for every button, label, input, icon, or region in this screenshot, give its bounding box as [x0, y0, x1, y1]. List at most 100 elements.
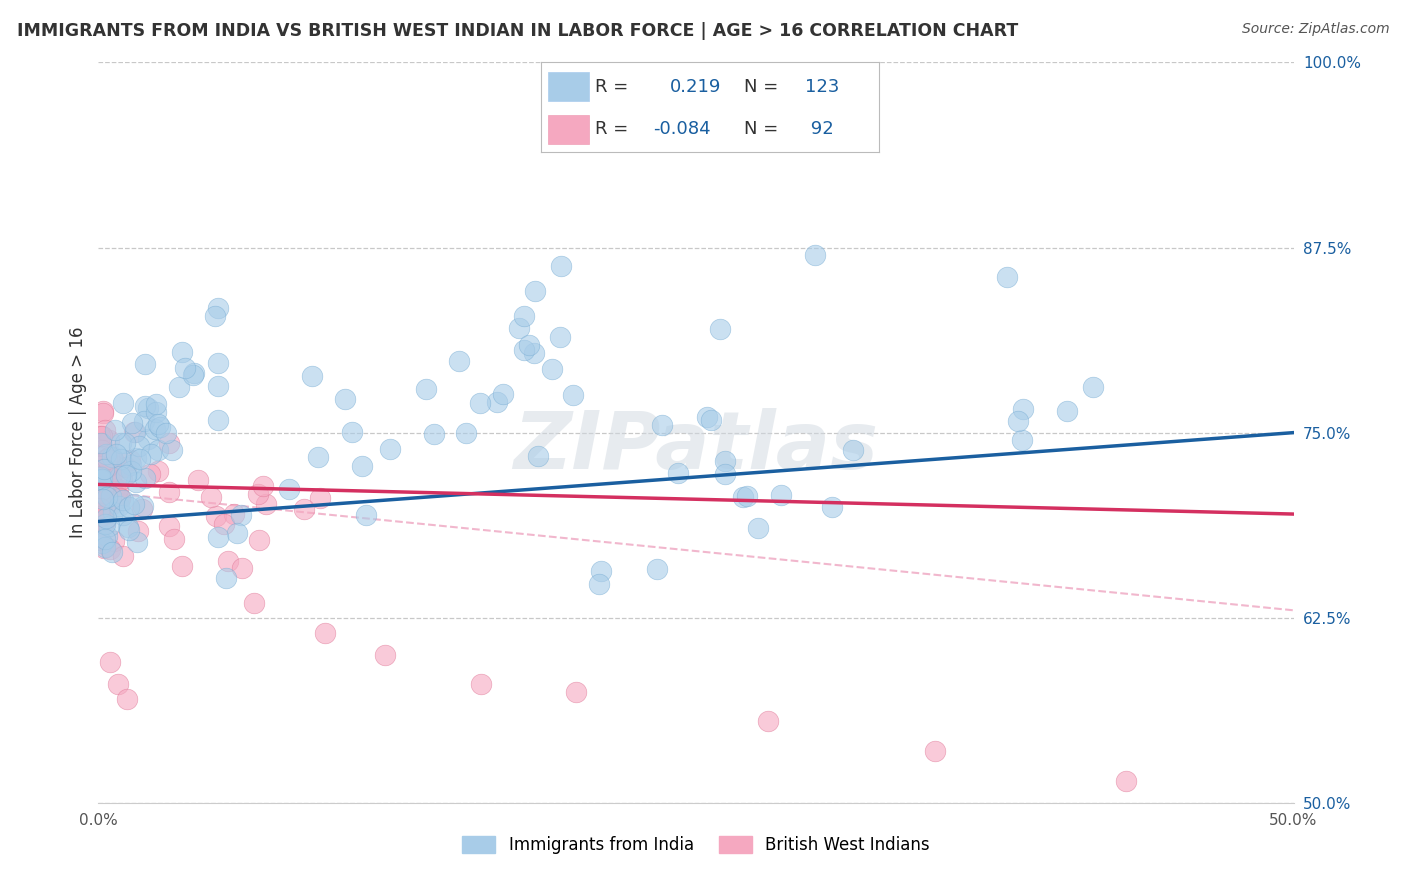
Point — [821, 500, 844, 515]
Point — [1056, 403, 1078, 417]
Point — [309, 491, 332, 505]
Point — [90, 513, 112, 527]
Point — [94, 511, 117, 525]
Point — [136, 401, 159, 416]
Point — [90, 436, 112, 450]
Point — [380, 442, 402, 456]
Point — [90, 455, 112, 469]
Point — [90, 443, 112, 458]
Point — [89, 487, 111, 501]
Point — [118, 452, 141, 467]
Point — [541, 362, 564, 376]
Point — [103, 464, 125, 478]
Point — [107, 677, 129, 691]
Point — [91, 406, 114, 420]
Point — [207, 413, 229, 427]
Point — [101, 545, 124, 559]
Legend: Immigrants from India, British West Indians: Immigrants from India, British West Indi… — [456, 830, 936, 861]
Point — [101, 450, 124, 464]
Point — [93, 516, 115, 531]
Point — [247, 533, 270, 547]
Point — [456, 426, 478, 441]
Point — [114, 435, 136, 450]
Point — [492, 387, 515, 401]
Text: R =: R = — [595, 78, 634, 95]
Point — [139, 467, 162, 481]
Point — [110, 468, 132, 483]
Point — [224, 508, 246, 522]
Point — [225, 525, 247, 540]
Point — [107, 483, 129, 497]
Point — [93, 504, 115, 518]
Point — [89, 506, 111, 520]
Point — [120, 458, 142, 472]
Point — [523, 284, 546, 298]
Point — [93, 462, 115, 476]
Point — [565, 685, 588, 699]
Point — [756, 714, 779, 729]
Point — [447, 353, 470, 368]
Point — [1081, 379, 1104, 393]
Text: 0.219: 0.219 — [669, 78, 721, 95]
Point — [91, 536, 114, 550]
Point — [548, 330, 571, 344]
Point — [104, 458, 127, 473]
Point — [134, 357, 156, 371]
Point — [246, 487, 269, 501]
Point — [110, 451, 132, 466]
Point — [91, 499, 114, 513]
Point — [94, 423, 117, 437]
Point — [127, 524, 149, 539]
Point — [124, 425, 146, 440]
Point — [125, 535, 148, 549]
Point — [94, 447, 117, 461]
Point — [1115, 773, 1137, 788]
Point — [96, 465, 118, 479]
Point — [121, 417, 143, 431]
Text: R =: R = — [595, 120, 628, 138]
Point — [103, 454, 125, 468]
Point — [89, 429, 111, 443]
Point — [733, 490, 755, 504]
Point — [207, 378, 229, 392]
Point — [89, 484, 111, 499]
Point — [174, 361, 197, 376]
Point — [486, 395, 509, 409]
Point — [254, 497, 277, 511]
Y-axis label: In Labor Force | Age > 16: In Labor Force | Age > 16 — [69, 326, 87, 539]
Point — [215, 571, 238, 585]
Point — [111, 493, 134, 508]
Point — [91, 491, 114, 506]
Point — [714, 453, 737, 467]
Point — [139, 447, 162, 461]
Point — [91, 404, 114, 418]
Point — [148, 420, 170, 434]
Point — [204, 509, 226, 524]
Point — [89, 469, 111, 483]
Point — [91, 472, 114, 486]
Point — [1011, 433, 1033, 447]
Point — [301, 368, 323, 383]
Point — [527, 450, 550, 464]
Point — [94, 532, 117, 546]
Point — [129, 452, 152, 467]
Point — [207, 530, 229, 544]
Text: N =: N = — [744, 78, 778, 95]
Point — [508, 321, 530, 335]
Point — [115, 459, 138, 474]
Point — [115, 692, 138, 706]
Point — [89, 500, 111, 515]
Point — [89, 493, 111, 508]
Point — [108, 500, 131, 514]
Point — [714, 467, 737, 481]
Point — [98, 496, 121, 510]
Point — [292, 502, 315, 516]
Point — [207, 301, 229, 316]
Point — [111, 472, 134, 486]
Point — [125, 450, 148, 465]
Point — [700, 413, 723, 427]
Point — [204, 309, 226, 323]
Point — [315, 625, 337, 640]
Point — [93, 541, 115, 555]
Text: N =: N = — [744, 120, 778, 138]
